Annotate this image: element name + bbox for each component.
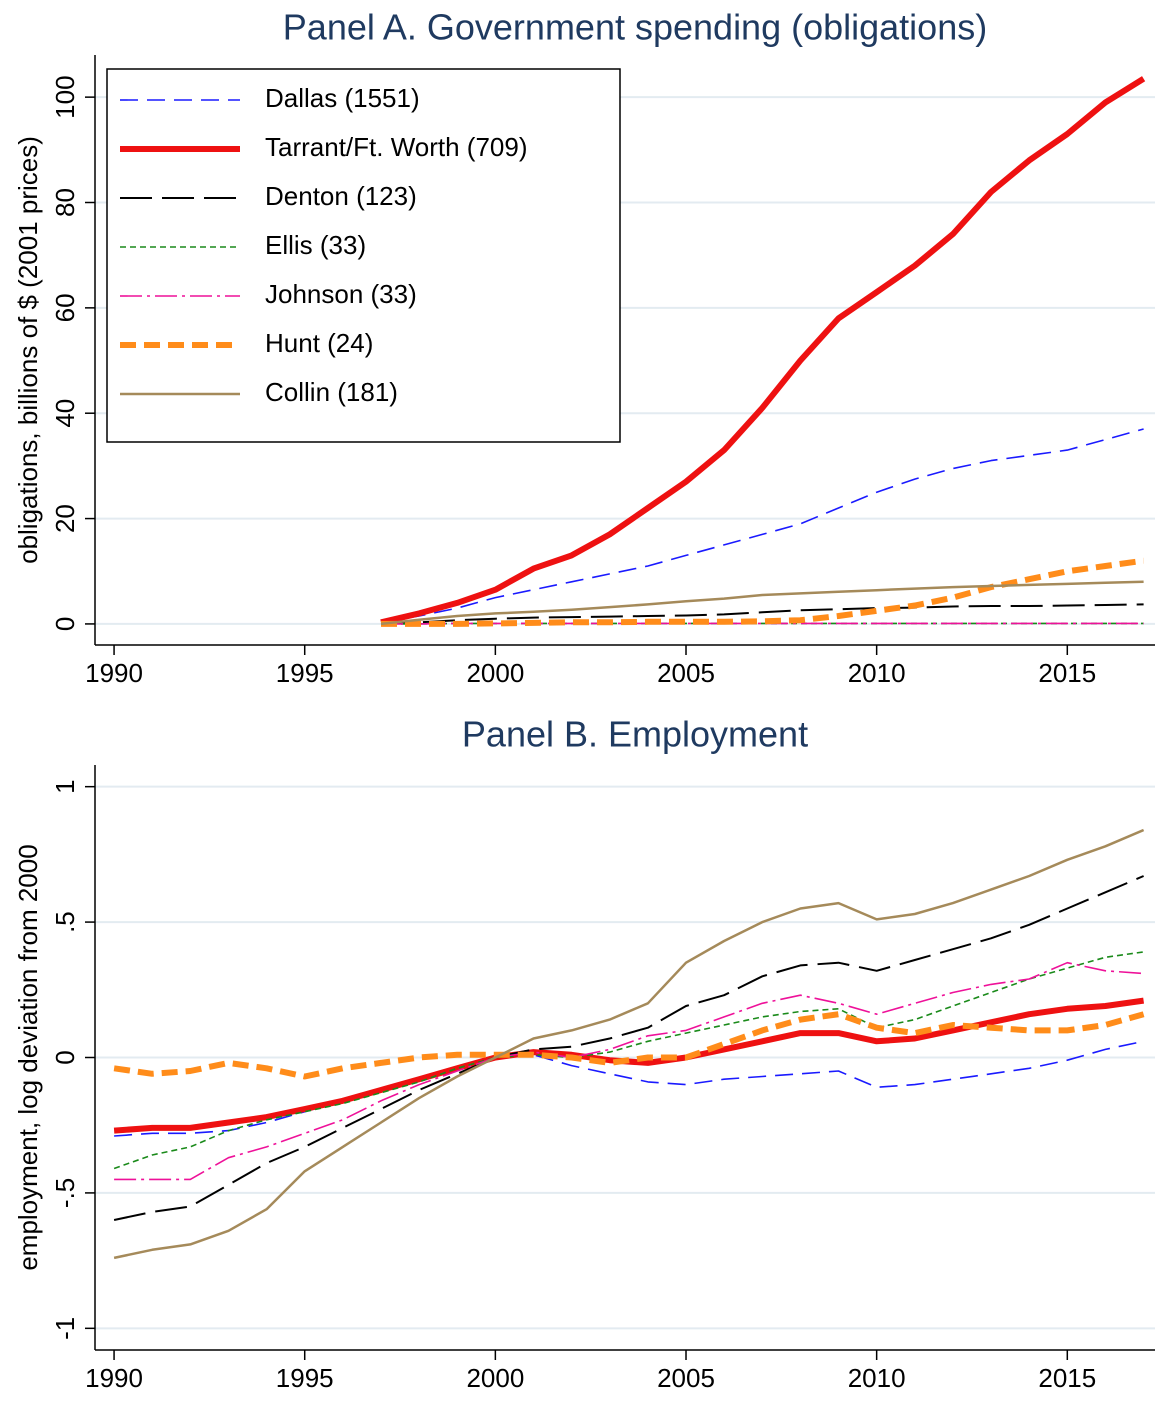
- legend-label: Ellis (33): [265, 230, 366, 260]
- series-line: [113, 997, 1145, 1134]
- legend-label: Dallas (1551): [265, 83, 420, 113]
- series-line: [380, 428, 1144, 624]
- series-line: [113, 1011, 1145, 1080]
- x-tick-label: 2000: [466, 658, 524, 688]
- series-line: [381, 622, 1144, 625]
- y-tick-label: .5: [50, 911, 80, 933]
- x-tick-label: 2010: [848, 658, 906, 688]
- y-tick-label: -.5: [50, 1178, 80, 1208]
- chart-title: Panel B. Employment: [462, 714, 808, 755]
- series-line: [114, 961, 1144, 1181]
- y-tick-label: 60: [50, 293, 80, 322]
- series-line: [113, 951, 1144, 1170]
- series-line: [113, 828, 1145, 1260]
- series-line: [380, 76, 1146, 626]
- legend-label: Denton (123): [265, 181, 417, 211]
- y-axis-label: employment, log deviation from 2000: [13, 844, 43, 1270]
- y-tick-label: 100: [50, 75, 80, 118]
- x-tick-label: 2015: [1038, 1363, 1096, 1393]
- x-tick-label: 2005: [657, 1363, 715, 1393]
- series-line: [380, 580, 1144, 626]
- y-tick-label: 0: [50, 617, 80, 631]
- x-tick-label: 1990: [85, 658, 143, 688]
- x-tick-label: 2000: [466, 1363, 524, 1393]
- x-tick-label: 1995: [276, 658, 334, 688]
- y-axis-label: obligations, billions of $ (2001 prices): [13, 136, 43, 564]
- series-line: [380, 603, 1144, 625]
- y-tick-label: 0: [50, 1050, 80, 1064]
- x-tick-label: 2010: [848, 1363, 906, 1393]
- y-tick-label: 80: [50, 188, 80, 217]
- legend-label: Johnson (33): [265, 279, 417, 309]
- x-tick-label: 1995: [276, 1363, 334, 1393]
- series-line: [113, 875, 1144, 1221]
- x-tick-label: 2015: [1038, 658, 1096, 688]
- legend-label: Collin (181): [265, 377, 398, 407]
- y-tick-label: 40: [50, 399, 80, 428]
- legend-label: Hunt (24): [265, 328, 373, 358]
- x-tick-label: 2005: [657, 658, 715, 688]
- y-tick-label: -1: [50, 1317, 80, 1340]
- legend-label: Tarrant/Ft. Worth (709): [265, 132, 528, 162]
- y-tick-label: 20: [50, 504, 80, 533]
- series-line: [381, 557, 1145, 627]
- series-line: [114, 1040, 1144, 1137]
- x-tick-label: 1990: [85, 1363, 143, 1393]
- y-tick-label: 1: [50, 779, 80, 793]
- chart-title: Panel A. Government spending (obligation…: [283, 7, 987, 48]
- legend-box: [106, 68, 621, 443]
